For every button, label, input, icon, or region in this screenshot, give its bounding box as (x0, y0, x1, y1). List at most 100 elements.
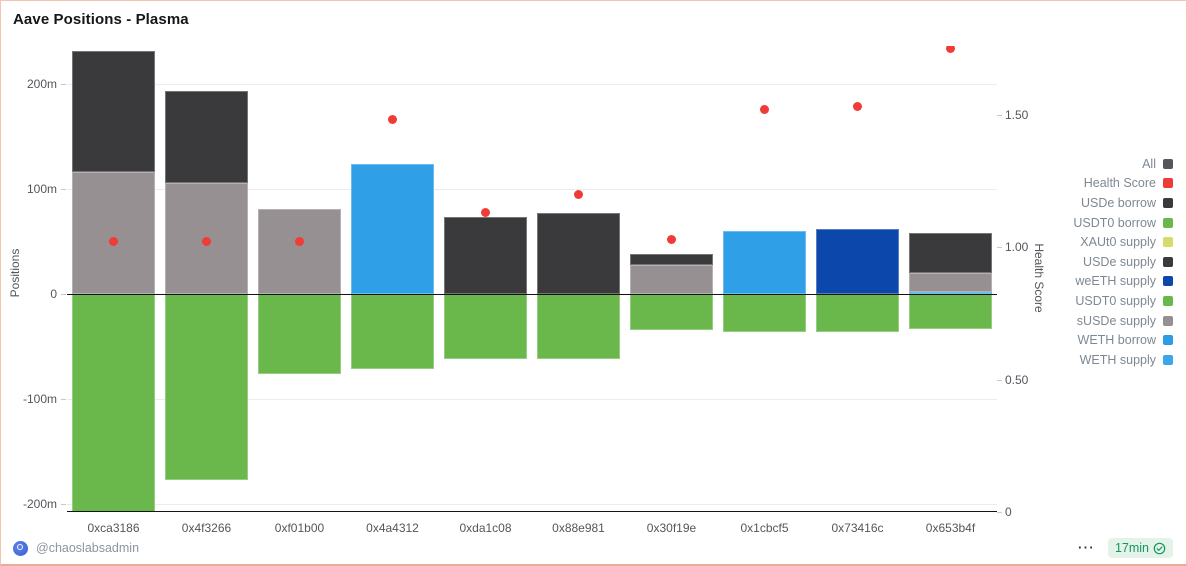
bar-segment-weeth-supply (816, 228, 899, 294)
bar-segment-weth-supply (909, 291, 992, 294)
health-score-dot (202, 237, 211, 247)
legend-item-health-score[interactable]: Health Score (1073, 174, 1173, 194)
y-axis-tick (61, 84, 66, 85)
check-circle-icon (1153, 542, 1166, 554)
bar-segment-usdt0-borrow (723, 294, 806, 332)
legend-item-usdt0-borrow[interactable]: USDT0 borrow (1073, 213, 1173, 233)
legend-marker (1163, 178, 1173, 189)
legend-marker (1163, 354, 1173, 365)
right-axis-tick-label: 1.00 (1005, 240, 1029, 254)
y-axis-tick (61, 504, 66, 505)
y-axis-tick (61, 189, 66, 190)
y-axis-tick-label: -100m (22, 392, 57, 406)
y-axis-tick (61, 399, 66, 400)
x-axis-label-0x88e981: 0x88e981 (552, 521, 605, 535)
bar-segment-usde-supply (909, 233, 992, 273)
legend-item-label: XAUt0 supply (1080, 235, 1156, 250)
legend: All Health Score USDe borrow USDT0 borrow XA… (1073, 154, 1173, 370)
legend-item-label: sUSDe supply (1076, 313, 1156, 328)
x-axis-label-0xca3186: 0xca3186 (87, 521, 140, 535)
legend-marker (1163, 276, 1173, 287)
bar-segment-usdt0-borrow (258, 294, 341, 374)
bar-segment-susde-supply (258, 208, 341, 294)
bar-segment-usdt0-borrow (351, 294, 434, 369)
y-axis-tick-label: -200m (22, 497, 57, 511)
plot-area (67, 46, 997, 512)
legend-marker (1163, 237, 1173, 248)
right-axis-tick (997, 247, 1002, 248)
legend-item-usdt0-supply[interactable]: USDT0 supply (1073, 291, 1173, 311)
refresh-badge[interactable]: 17min (1107, 538, 1173, 558)
health-score-dot (946, 46, 955, 53)
health-score-dot (667, 234, 676, 244)
right-axis-tick (997, 379, 1002, 381)
x-axis-label-0x653b4f: 0x653b4f (925, 521, 976, 535)
health-score-dot (109, 237, 118, 247)
legend-item-weth-borrow[interactable]: WETH borrow (1073, 330, 1173, 350)
y-axis-tick-label: 100m (26, 182, 57, 196)
x-axis-label-0x4a4312: 0x4a4312 (366, 521, 419, 535)
bar-segment-usdt0-borrow (444, 294, 527, 360)
legend-item-weth-supply[interactable]: WETH supply (1073, 350, 1173, 370)
legend-marker (1163, 217, 1173, 228)
right-axis-tick (997, 114, 1002, 116)
bar-segment-usde-supply (165, 91, 248, 183)
legend-item-label: USDT0 supply (1075, 293, 1156, 308)
x-axis-line (67, 511, 997, 512)
gridline (67, 504, 997, 505)
y-axis-tick-label: 0 (50, 287, 57, 301)
bar-segment-usde-supply (630, 254, 713, 265)
legend-marker (1163, 158, 1173, 169)
legend-item-usde-borrow[interactable]: USDe borrow (1073, 193, 1173, 213)
legend-marker (1163, 256, 1173, 267)
health-score-dot (853, 102, 862, 112)
legend-item-label: All (1142, 156, 1156, 171)
more-options-icon[interactable]: ⋯ (1076, 538, 1095, 557)
bar-segment-susde-supply (72, 172, 155, 294)
x-axis-label-0x4f3266: 0x4f3266 (181, 521, 232, 535)
bar-segment-usdt0-borrow (909, 294, 992, 329)
left-axis-title: Positions (8, 248, 22, 298)
bar-segment-usdt0-borrow (72, 294, 155, 512)
right-axis-title: Health Score (1032, 243, 1046, 313)
panel-title: Aave Positions - Plasma (13, 11, 189, 28)
author-handle[interactable]: @chaoslabsadmin (36, 541, 140, 555)
health-score-dot (481, 208, 490, 218)
bar-segment-usdt0-borrow (537, 294, 620, 360)
gridline (67, 399, 997, 400)
bar-segment-susde-supply (909, 273, 992, 292)
y-axis-tick-label: 200m (26, 77, 57, 91)
bar-segment-susde-supply (630, 264, 713, 294)
legend-item-xaut0-supply[interactable]: XAUt0 supply (1073, 232, 1173, 252)
legend-item-label: weETH supply (1075, 274, 1156, 289)
right-axis-tick-label: 1.50 (1005, 107, 1029, 122)
y-axis-tick (61, 294, 66, 295)
bar-segment-weth-supply (351, 163, 434, 294)
legend-item-label: Health Score (1083, 176, 1156, 191)
health-score-dot (574, 189, 583, 199)
bar-segment-usde-supply (537, 213, 620, 294)
chaoslabs-logo-icon (13, 540, 28, 556)
health-score-dot (388, 115, 397, 125)
refresh-badge-label: 17min (1114, 541, 1149, 555)
bar-segment-weth-supply (723, 231, 806, 294)
legend-marker (1163, 295, 1173, 306)
legend-item-label: USDe borrow (1080, 195, 1156, 210)
panel-footer: @chaoslabsadmin ⋯ 17min (13, 537, 1173, 559)
legend-item-usde-supply[interactable]: USDe supply (1073, 252, 1173, 272)
health-score-dot (760, 104, 769, 114)
bar-segment-usdt0-borrow (630, 294, 713, 330)
legend-item-all[interactable]: All (1073, 154, 1173, 174)
legend-item-label: USDT0 borrow (1073, 215, 1156, 230)
gridline (67, 84, 997, 85)
bar-segment-usde-supply (444, 217, 527, 294)
legend-item-susde-supply[interactable]: sUSDe supply (1073, 311, 1173, 331)
bar-segment-usdt0-borrow (165, 294, 248, 480)
bar-segment-usdt0-borrow (816, 294, 899, 332)
right-axis-tick-label: 0 (1005, 505, 1012, 519)
legend-marker (1163, 197, 1173, 208)
legend-item-weeth-supply[interactable]: weETH supply (1073, 272, 1173, 292)
legend-marker (1163, 335, 1173, 346)
right-axis-tick-label: 0.50 (1005, 372, 1029, 387)
